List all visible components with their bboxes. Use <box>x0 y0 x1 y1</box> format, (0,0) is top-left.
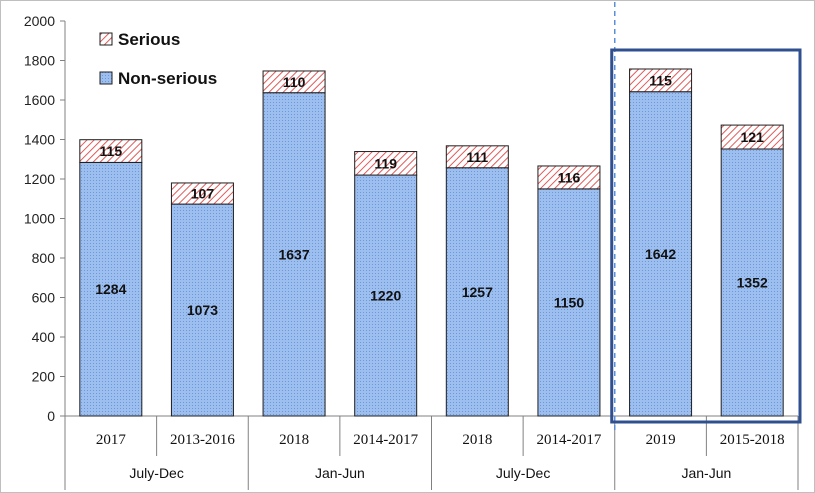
x-group-label: Jan-Jun <box>315 465 365 481</box>
legend-swatch <box>99 71 113 85</box>
bar-serious <box>537 165 601 190</box>
bar-serious <box>262 70 326 94</box>
y-tick-label: 2000 <box>24 13 55 29</box>
y-tick-label: 200 <box>32 369 56 385</box>
x-category-label: 2017 <box>96 432 127 448</box>
bar-non-serious <box>79 161 143 417</box>
bar-non-serious <box>354 174 418 417</box>
legend-swatch <box>99 32 113 46</box>
y-tick-label: 0 <box>47 408 55 424</box>
x-group-label: July-Dec <box>496 465 550 481</box>
bar-non-serious <box>537 188 601 417</box>
data-label-non-serious: 1150 <box>554 294 585 310</box>
bar-non-serious <box>445 167 509 417</box>
bar-serious <box>354 151 418 176</box>
x-category-label: 2015-2018 <box>720 432 785 448</box>
y-tick-label: 800 <box>32 250 56 266</box>
highlight-box <box>610 48 802 424</box>
data-label-non-serious: 1642 <box>645 246 676 262</box>
legend-label: Non-serious <box>118 69 217 88</box>
bar-non-serious <box>629 91 693 417</box>
y-tick-label: 1200 <box>24 171 55 187</box>
bar-serious <box>445 145 509 169</box>
x-group-label: Jan-Jun <box>681 465 731 481</box>
x-group-label: July-Dec <box>129 465 183 481</box>
y-tick-label: 600 <box>32 290 56 306</box>
y-tick-label: 1000 <box>24 211 55 227</box>
data-label-serious: 110 <box>283 74 306 90</box>
y-tick-label: 400 <box>32 329 56 345</box>
bar-serious <box>79 139 143 163</box>
data-label-non-serious: 1220 <box>370 288 401 304</box>
x-category-label: 2019 <box>646 432 676 448</box>
data-label-serious: 121 <box>741 129 765 145</box>
bar-non-serious <box>170 203 234 417</box>
y-tick-label: 1800 <box>24 53 55 69</box>
x-category-label: 2014-2017 <box>536 432 601 448</box>
legend-label: Serious <box>118 30 180 49</box>
data-label-serious: 107 <box>191 186 215 202</box>
data-label-serious: 115 <box>100 143 123 159</box>
data-label-serious: 111 <box>466 149 488 165</box>
x-category-label: 2013-2016 <box>170 432 235 448</box>
data-label-non-serious: 1352 <box>737 274 768 290</box>
data-label-serious: 116 <box>558 169 581 185</box>
data-label-serious: 115 <box>649 72 672 88</box>
bar-serious <box>720 124 784 150</box>
data-label-non-serious: 1637 <box>278 246 309 262</box>
y-tick-label: 1600 <box>24 92 55 108</box>
x-category-label: 2018 <box>462 432 492 448</box>
y-tick-label: 1400 <box>24 132 55 148</box>
bar-serious <box>170 182 234 205</box>
data-label-non-serious: 1284 <box>95 281 126 297</box>
x-category-label: 2018 <box>279 432 309 448</box>
bar-non-serious <box>720 148 784 417</box>
x-category-label: 2014-2017 <box>353 432 418 448</box>
data-label-serious: 119 <box>374 155 397 171</box>
bar-serious <box>629 68 693 93</box>
data-label-non-serious: 1073 <box>187 302 218 318</box>
data-label-non-serious: 1257 <box>462 284 493 300</box>
